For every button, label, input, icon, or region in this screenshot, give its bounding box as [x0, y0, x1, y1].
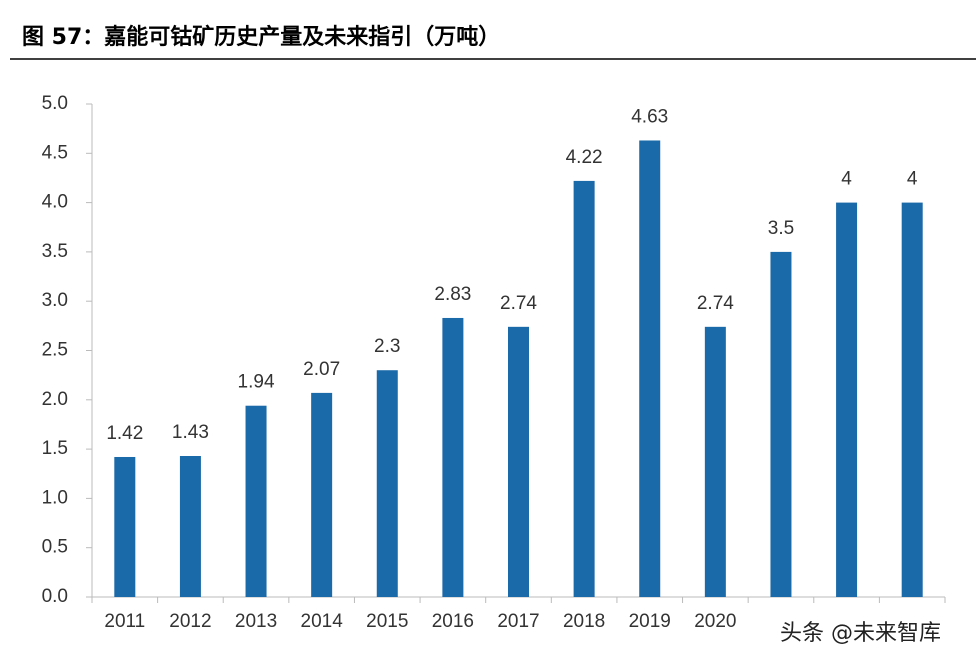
data-label: 4.63 [631, 106, 668, 127]
y-tick-label: 1.0 [42, 487, 68, 508]
bar [836, 202, 858, 597]
x-tick-label: 2011 [104, 611, 145, 632]
y-tick-label: 0.0 [42, 586, 68, 607]
x-tick-label: 2019 [629, 611, 671, 632]
bar [901, 202, 923, 597]
bar [311, 392, 333, 597]
chart-title: 图 57：嘉能可钴矿历史产量及未来指引（万吨） [22, 24, 500, 50]
data-label: 1.43 [172, 422, 209, 443]
data-label: 1.94 [238, 372, 275, 393]
data-label: 2.07 [303, 359, 340, 380]
x-tick-label: 2016 [432, 611, 474, 632]
y-tick-label: 1.5 [42, 438, 68, 459]
bar [245, 405, 267, 597]
y-tick-label: 4.5 [42, 142, 68, 163]
y-tick-label: 2.5 [42, 340, 68, 361]
y-tick-label: 3.0 [42, 290, 68, 311]
x-tick-label: 2017 [497, 611, 539, 632]
y-tick-label: 2.0 [42, 389, 68, 410]
data-label: 4 [841, 169, 852, 190]
x-tick-label: 2012 [169, 611, 211, 632]
bar [179, 456, 201, 597]
bar [376, 370, 398, 597]
y-tick-label: 5.0 [42, 93, 68, 114]
data-label: 2.74 [697, 293, 734, 314]
bar [508, 326, 529, 597]
x-tick-label: 2020 [694, 611, 736, 632]
x-tick-label: 2015 [366, 611, 408, 632]
x-tick-label: 2018 [563, 611, 605, 632]
y-tick-label: 3.5 [42, 241, 68, 262]
data-label: 3.5 [768, 218, 794, 239]
bar [114, 456, 136, 597]
data-label: 4.22 [566, 147, 603, 168]
y-tick-label: 0.5 [42, 537, 68, 558]
bar [442, 317, 464, 597]
y-tick-label: 4.0 [42, 192, 68, 213]
x-tick-label: 2013 [235, 611, 277, 632]
watermark: 头条 @未来智库 [780, 621, 941, 646]
bar [770, 251, 792, 597]
bar [704, 326, 726, 597]
data-label: 2.74 [500, 293, 537, 314]
data-label: 1.42 [106, 423, 143, 444]
data-label: 4 [907, 169, 918, 190]
data-label: 2.83 [434, 284, 471, 305]
x-tick-label: 2014 [301, 611, 344, 632]
bar [573, 180, 595, 597]
data-label: 2.3 [374, 336, 400, 357]
bar [639, 140, 661, 597]
